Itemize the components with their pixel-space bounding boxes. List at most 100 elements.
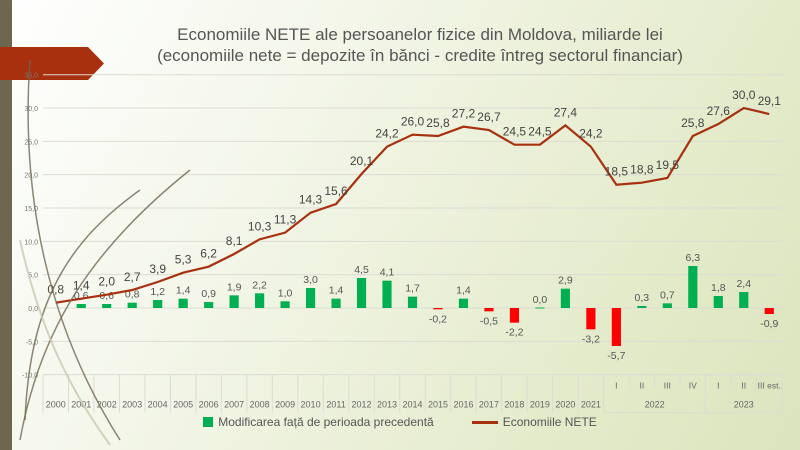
y-tick-label: 35,0 xyxy=(24,73,38,80)
line-data-label: 26,7 xyxy=(477,110,501,124)
bar-data-label: 1,0 xyxy=(278,287,293,299)
bar xyxy=(229,295,239,308)
line-data-label: 26,0 xyxy=(401,115,425,129)
bar-data-label: 0,7 xyxy=(660,289,675,301)
y-tick-label: -10,0 xyxy=(22,373,38,380)
x-tick-label: I xyxy=(615,381,617,391)
legend: Modificarea față de perioada precedentă … xyxy=(0,415,800,429)
subtitle-line: (economiile nete = depozite în bănci - c… xyxy=(157,46,683,65)
x-tick-label: 2006 xyxy=(199,400,219,410)
line-data-label: 24,2 xyxy=(579,127,603,141)
title-line: Economiile NETE ale persoanelor fizice d… xyxy=(177,25,663,44)
x-tick-label: 2004 xyxy=(148,400,168,410)
bar-data-label: -0,2 xyxy=(429,313,447,325)
line-data-label: 18,5 xyxy=(605,165,629,179)
bar xyxy=(178,298,188,308)
bar xyxy=(586,308,596,330)
legend-label-line: Economiile NETE xyxy=(502,415,597,429)
bar-data-label: 2,9 xyxy=(558,275,573,287)
x-tick-label: 2016 xyxy=(453,400,473,410)
x-tick-label: 2008 xyxy=(250,400,270,410)
bar-data-label: 1,7 xyxy=(405,283,420,295)
bar xyxy=(204,302,214,308)
line-data-label: 6,2 xyxy=(200,247,217,261)
x-tick-label: 2011 xyxy=(326,400,345,410)
bar xyxy=(484,308,494,312)
x-tick-label: II xyxy=(639,381,644,391)
x-tick-label: 2012 xyxy=(352,400,372,410)
bar-data-label: -0,5 xyxy=(480,315,498,327)
legend-swatch-line xyxy=(471,420,498,424)
y-tick-label: 30,0 xyxy=(24,106,38,113)
legend-item-bars: Modificarea față de perioada precedentă xyxy=(203,415,434,429)
x-tick-label: I xyxy=(717,381,719,391)
x-tick-label: 2007 xyxy=(224,400,244,410)
line-data-label: 2,7 xyxy=(124,270,141,284)
bar-data-label: 1,4 xyxy=(329,285,344,297)
line-data-label: 25,8 xyxy=(681,116,705,130)
y-tick-label: 5,0 xyxy=(28,273,38,280)
bar-data-label: 0,9 xyxy=(201,288,216,300)
x-tick-label: II xyxy=(741,381,746,391)
y-tick-label: 10,0 xyxy=(24,239,38,246)
bar-data-label: 3,0 xyxy=(303,274,318,286)
x-group-label: 2023 xyxy=(734,400,754,410)
y-tick-label: 15,0 xyxy=(24,206,38,213)
x-tick-label: IV xyxy=(689,381,697,391)
x-tick-label: 2017 xyxy=(479,400,499,410)
line-data-label: 1,4 xyxy=(73,279,90,293)
x-tick-label: 2001 xyxy=(71,400,91,410)
bar-data-label: 1,9 xyxy=(227,281,242,293)
bar xyxy=(560,288,570,308)
chart-title: Economiile NETE ale persoanelor fizice d… xyxy=(100,24,740,66)
x-tick-label: 2020 xyxy=(555,400,575,410)
bar xyxy=(407,296,418,308)
x-group-label: 2022 xyxy=(645,400,665,410)
line-data-label: 14,3 xyxy=(299,193,323,207)
x-tick-label: III xyxy=(664,381,671,391)
x-tick-label: 2021 xyxy=(581,400,601,410)
x-tick-label: 2014 xyxy=(402,400,422,410)
y-tick-label: -5,0 xyxy=(26,339,38,346)
bar xyxy=(305,288,316,308)
x-tick-label: 2009 xyxy=(275,400,295,410)
line-data-label: 10,3 xyxy=(248,219,272,233)
line-data-label: 5,3 xyxy=(175,253,192,267)
legend-item-line: Economiile NETE xyxy=(471,415,597,429)
decorative-swoosh xyxy=(27,59,121,441)
bar-data-label: 2,2 xyxy=(252,279,267,291)
line-data-label: 19,5 xyxy=(656,158,680,172)
line-data-label: 27,2 xyxy=(452,107,476,121)
bar xyxy=(739,292,749,308)
bar xyxy=(662,303,672,308)
x-tick-label: 2018 xyxy=(504,400,524,410)
decorative-swoosh xyxy=(24,189,141,421)
line-data-label: 24,5 xyxy=(503,125,527,139)
x-tick-label: 2013 xyxy=(377,400,397,410)
bar xyxy=(535,307,545,309)
line-data-label: 30,0 xyxy=(732,88,756,102)
bar xyxy=(433,308,443,310)
bar xyxy=(127,302,137,308)
x-tick-label: III est. xyxy=(758,381,781,391)
bar xyxy=(153,300,163,308)
bar xyxy=(280,301,290,308)
bar-data-label: -5,7 xyxy=(607,350,625,362)
y-tick-label: 25,0 xyxy=(24,139,38,146)
line-data-label: 24,5 xyxy=(528,125,552,139)
y-tick-label: 0,0 xyxy=(28,306,38,313)
line-data-label: 18,8 xyxy=(630,163,654,177)
decorative-swoosh xyxy=(19,239,111,446)
x-tick-label: 2002 xyxy=(97,400,117,410)
bar xyxy=(331,298,341,308)
bar-data-label: 2,4 xyxy=(736,278,751,290)
bar-data-label: 4,5 xyxy=(354,264,369,276)
line-data-label: 27,6 xyxy=(707,104,731,118)
x-tick-label: 2005 xyxy=(173,400,193,410)
line-data-label: 27,4 xyxy=(554,105,578,119)
decorative-swoosh xyxy=(19,169,191,441)
bar-data-label: 0,0 xyxy=(533,294,548,306)
bar xyxy=(102,304,112,308)
x-tick-label: 2000 xyxy=(46,400,66,410)
bar xyxy=(713,296,723,308)
